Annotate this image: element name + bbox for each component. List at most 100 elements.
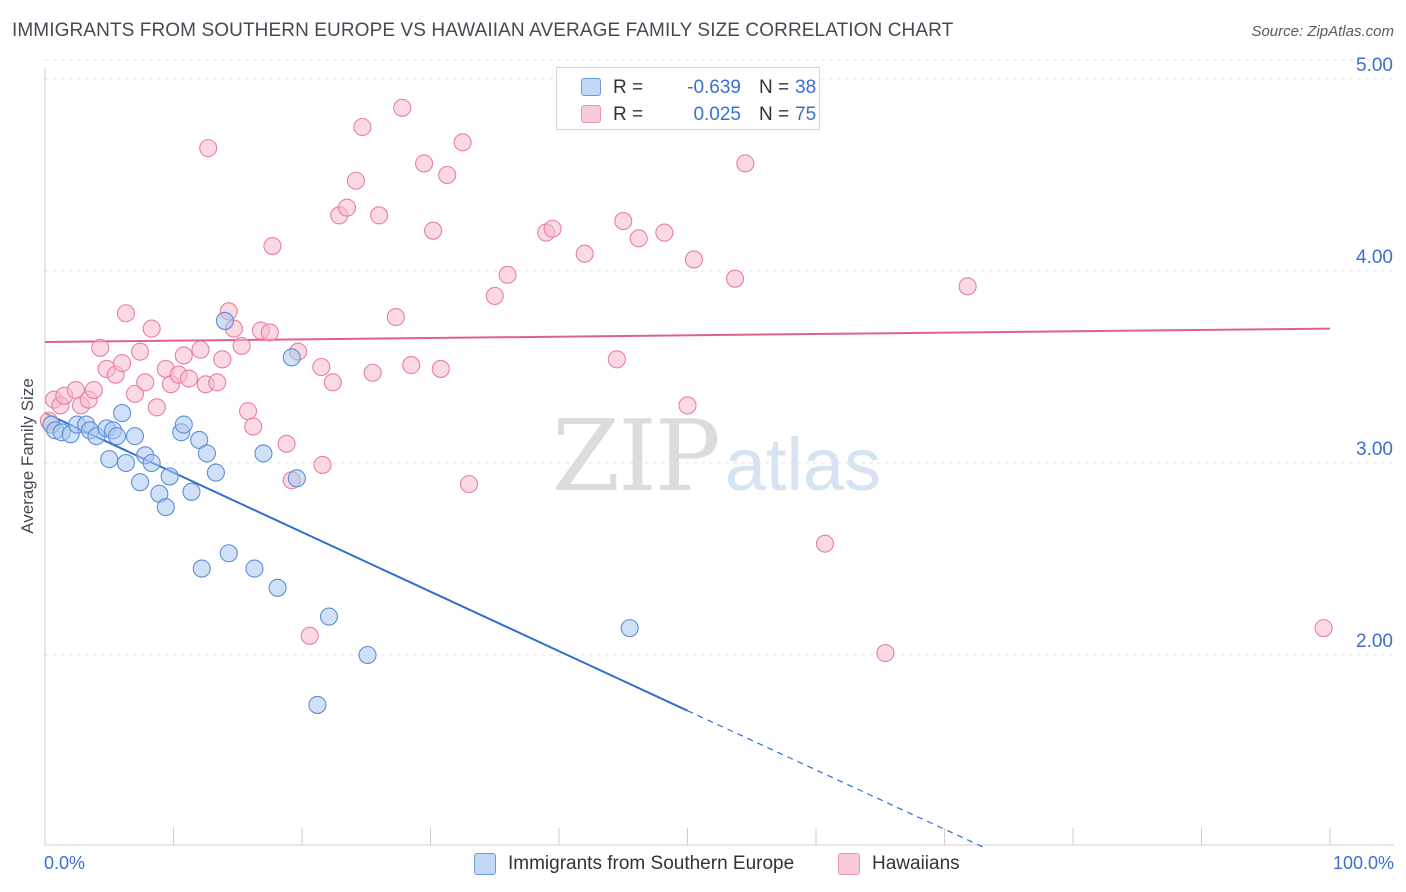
point-southern-europe bbox=[215, 311, 234, 330]
point-hawaiians bbox=[277, 434, 296, 453]
legend-label: Hawaiians bbox=[872, 853, 960, 874]
point-hawaiians bbox=[174, 346, 193, 365]
point-hawaiians bbox=[136, 373, 155, 392]
point-hawaiians bbox=[607, 350, 626, 369]
blue-swatch-icon bbox=[581, 78, 601, 96]
point-hawaiians bbox=[113, 354, 132, 373]
point-southern-europe bbox=[116, 453, 136, 473]
point-hawaiians bbox=[1314, 619, 1333, 638]
legend-label: Immigrants from Southern Europe bbox=[508, 853, 795, 874]
correlation-stats-box: R = -0.639 N = 38 R = 0.025 N = 75 bbox=[556, 67, 820, 130]
point-southern-europe bbox=[197, 444, 216, 463]
pink-swatch-icon bbox=[581, 105, 601, 123]
point-hawaiians bbox=[725, 269, 745, 288]
point-southern-europe bbox=[131, 473, 150, 492]
point-hawaiians bbox=[958, 277, 977, 296]
point-hawaiians bbox=[629, 229, 648, 248]
point-southern-europe bbox=[160, 467, 179, 486]
point-hawaiians bbox=[424, 221, 443, 240]
point-hawaiians bbox=[736, 154, 755, 173]
point-southern-europe bbox=[182, 482, 201, 501]
axes bbox=[44, 68, 1394, 846]
point-hawaiians bbox=[453, 133, 472, 152]
point-hawaiians bbox=[459, 475, 479, 494]
point-hawaiians bbox=[346, 171, 366, 190]
point-southern-europe bbox=[156, 498, 175, 517]
point-southern-europe bbox=[113, 404, 132, 423]
source-credit: Source: ZipAtlas.com bbox=[1251, 23, 1394, 40]
point-hawaiians bbox=[313, 455, 332, 474]
data-points bbox=[39, 98, 1333, 714]
point-southern-europe bbox=[125, 427, 144, 446]
point-southern-europe bbox=[100, 450, 119, 469]
trend-extension-southern-europe bbox=[687, 710, 984, 848]
point-hawaiians bbox=[498, 265, 517, 284]
point-southern-europe bbox=[190, 430, 209, 450]
n-label: N = bbox=[759, 104, 790, 125]
point-hawaiians bbox=[263, 236, 282, 256]
point-southern-europe bbox=[319, 607, 339, 626]
chart-title: IMMIGRANTS FROM SOUTHERN EUROPE VS HAWAI… bbox=[12, 20, 954, 41]
point-southern-europe bbox=[308, 695, 327, 714]
point-hawaiians bbox=[208, 373, 227, 392]
point-southern-europe bbox=[245, 559, 264, 578]
point-hawaiians bbox=[543, 219, 562, 238]
point-hawaiians bbox=[402, 356, 421, 375]
n-value: 38 bbox=[795, 77, 817, 98]
point-hawaiians bbox=[91, 338, 110, 357]
point-hawaiians bbox=[815, 534, 835, 553]
point-hawaiians bbox=[678, 396, 697, 415]
point-hawaiians bbox=[260, 323, 279, 342]
point-hawaiians bbox=[147, 398, 166, 417]
point-southern-europe bbox=[268, 578, 287, 597]
point-hawaiians bbox=[312, 357, 331, 377]
point-southern-europe bbox=[287, 469, 306, 488]
r-value: 0.025 bbox=[693, 104, 741, 125]
point-hawaiians bbox=[125, 384, 144, 403]
point-southern-europe bbox=[142, 453, 161, 473]
point-hawaiians bbox=[131, 342, 150, 361]
point-southern-europe bbox=[174, 415, 193, 434]
point-southern-europe bbox=[282, 348, 301, 367]
point-southern-europe bbox=[206, 463, 225, 482]
x-axis-min-label: 0.0% bbox=[44, 853, 85, 873]
point-hawaiians bbox=[300, 626, 319, 645]
point-hawaiians bbox=[431, 359, 450, 378]
point-hawaiians bbox=[244, 417, 263, 436]
blue-swatch-icon bbox=[474, 853, 496, 875]
point-southern-europe bbox=[358, 645, 377, 665]
y-tick-label: 4.00 bbox=[1356, 247, 1393, 268]
point-hawaiians bbox=[575, 244, 594, 263]
point-southern-europe bbox=[620, 619, 639, 638]
n-value: 75 bbox=[795, 104, 817, 125]
point-hawaiians bbox=[393, 98, 412, 117]
point-hawaiians bbox=[415, 154, 434, 173]
point-hawaiians bbox=[238, 402, 258, 421]
point-southern-europe bbox=[254, 444, 273, 463]
r-label: R = bbox=[613, 104, 644, 125]
point-hawaiians bbox=[370, 206, 389, 225]
point-hawaiians bbox=[684, 250, 703, 269]
point-hawaiians bbox=[179, 369, 198, 388]
point-hawaiians bbox=[363, 363, 382, 382]
point-hawaiians bbox=[191, 340, 210, 359]
point-hawaiians bbox=[323, 373, 342, 392]
pink-swatch-icon bbox=[838, 853, 860, 875]
point-hawaiians bbox=[876, 644, 895, 663]
point-hawaiians bbox=[232, 336, 251, 355]
y-tick-label: 5.00 bbox=[1356, 55, 1393, 76]
x-axis-max-label: 100.0% bbox=[1333, 853, 1394, 873]
point-hawaiians bbox=[213, 350, 232, 369]
y-tick-label: 3.00 bbox=[1356, 439, 1393, 460]
point-hawaiians bbox=[485, 286, 504, 306]
r-value: -0.639 bbox=[687, 77, 741, 98]
point-hawaiians bbox=[337, 198, 357, 217]
point-hawaiians bbox=[84, 380, 103, 400]
point-hawaiians bbox=[386, 308, 405, 327]
point-hawaiians bbox=[116, 304, 136, 323]
point-southern-europe bbox=[107, 427, 127, 446]
point-southern-europe bbox=[219, 544, 238, 563]
r-label: R = bbox=[613, 77, 644, 98]
point-hawaiians bbox=[142, 319, 161, 338]
